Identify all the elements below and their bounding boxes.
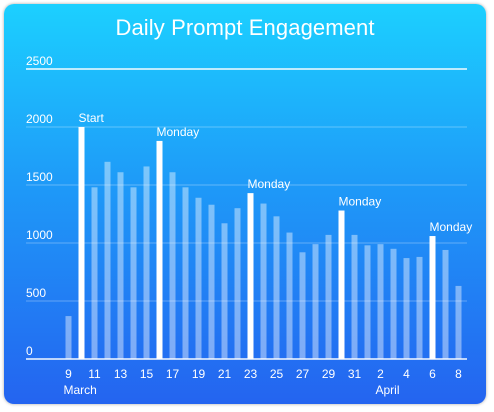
bar — [65, 316, 72, 359]
y-tick-label: 0 — [26, 344, 33, 358]
y-tick-label: 2500 — [26, 54, 53, 68]
bar — [299, 252, 306, 359]
bar-annotation: Monday — [157, 125, 200, 139]
bar-annotation: Monday — [248, 177, 291, 191]
x-tick-label: 29 — [322, 367, 336, 381]
chart-card: Daily Prompt Engagement 0 500 1000 1500 2000… — [4, 4, 486, 404]
bar — [104, 161, 111, 359]
x-tick-label: 19 — [192, 367, 206, 381]
bar — [403, 258, 410, 359]
month-label: April — [376, 383, 400, 397]
bar — [390, 248, 397, 359]
bar — [325, 234, 332, 359]
x-tick-label: 6 — [429, 367, 436, 381]
x-tick-label: 17 — [166, 367, 180, 381]
bar — [377, 244, 384, 359]
bar — [455, 285, 462, 359]
y-tick-label: 1500 — [26, 170, 53, 184]
bar — [169, 172, 176, 359]
bar — [286, 232, 293, 359]
bar — [442, 249, 449, 359]
y-tick-label: 2000 — [26, 112, 53, 126]
bar-highlighted — [78, 127, 85, 359]
bar-highlighted — [338, 210, 345, 359]
x-tick-label: 13 — [114, 367, 128, 381]
x-tick-label: 21 — [218, 367, 232, 381]
x-tick-label: 2 — [377, 367, 384, 381]
x-tick-label: 8 — [455, 367, 462, 381]
x-tick-label: 11 — [88, 367, 101, 381]
x-tick-label: 31 — [348, 367, 362, 381]
bar — [143, 166, 150, 359]
month-label: March — [64, 383, 97, 397]
bar — [117, 172, 124, 359]
x-tick-label: 4 — [403, 367, 410, 381]
x-tick-label: 9 — [65, 367, 72, 381]
x-tick-label: 15 — [140, 367, 154, 381]
bar — [234, 208, 241, 359]
y-tick-label: 500 — [26, 286, 46, 300]
bar — [91, 187, 98, 359]
bar — [273, 216, 280, 359]
bar-highlighted — [156, 140, 163, 359]
bar — [364, 245, 371, 359]
bar-annotation: Monday — [339, 195, 382, 209]
bar — [416, 256, 423, 359]
bar — [312, 244, 319, 359]
bar-highlighted — [429, 236, 436, 359]
bar — [351, 234, 358, 359]
bar — [130, 187, 137, 359]
bar — [182, 187, 189, 359]
bar-annotation: Start — [79, 111, 105, 125]
bar — [260, 203, 267, 359]
chart-title: Daily Prompt Engagement — [115, 15, 375, 40]
x-tick-label: 23 — [244, 367, 258, 381]
x-tick-label: 27 — [296, 367, 310, 381]
bar-chart: 0 500 1000 1500 2000 2500 Start Monday Monday Mon… — [26, 54, 473, 397]
x-tick-label: 25 — [270, 367, 284, 381]
y-tick-label: 1000 — [26, 228, 53, 242]
bar — [195, 197, 202, 359]
bar-annotation: Monday — [430, 220, 473, 234]
bar-highlighted — [247, 193, 254, 359]
bar — [208, 204, 215, 359]
bar — [221, 223, 228, 359]
